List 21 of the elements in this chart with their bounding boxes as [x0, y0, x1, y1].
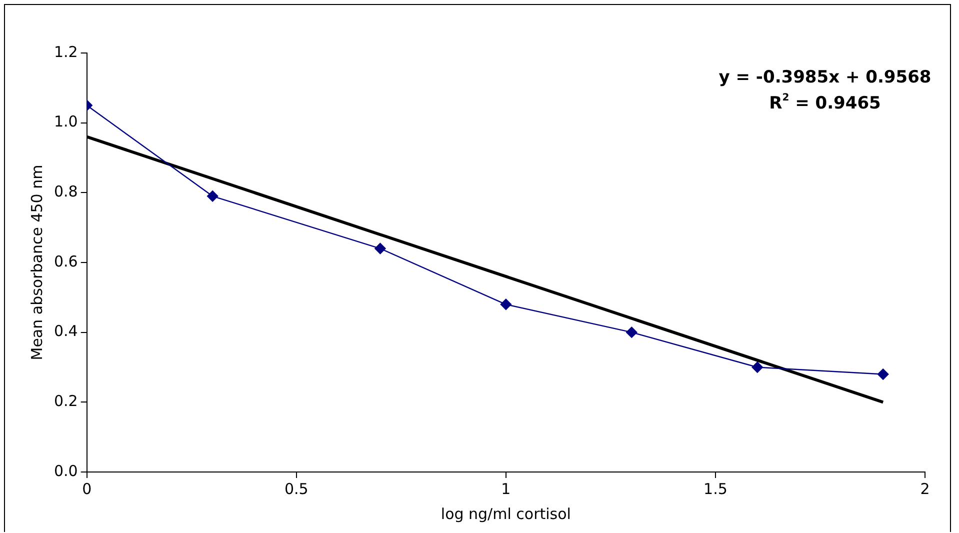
x-tick-label: 0.5 [284, 480, 308, 498]
point [206, 190, 218, 202]
x-tick-label: 0 [82, 480, 92, 498]
point [500, 298, 512, 310]
y-tick-label: 1.0 [54, 112, 78, 131]
y-axis-title: Mean absorbance 450 nm [28, 164, 46, 360]
x-tick-label: 1.5 [704, 480, 728, 498]
annotation: y = -0.3985x + 0.9568 [718, 67, 932, 88]
y-tick-label: 1.2 [54, 42, 78, 61]
y-tick-label: 0.6 [54, 252, 78, 270]
y-tick-label: 0.8 [54, 182, 78, 201]
x-axis-title: log ng/ml cortisol [440, 504, 571, 523]
x-tick-label: 1 [501, 480, 511, 498]
point [877, 368, 889, 380]
point [626, 326, 638, 338]
y-tick-label: 0.4 [54, 322, 78, 340]
y-tick-label: 0.2 [54, 392, 78, 410]
x-tick-label: 2 [920, 480, 930, 498]
point [374, 242, 386, 254]
y-tick-label: 0.0 [54, 462, 78, 480]
point [752, 362, 763, 373]
